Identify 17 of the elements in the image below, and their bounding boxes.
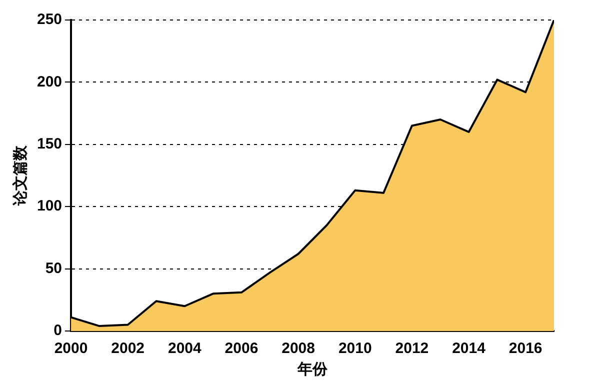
x-tick-label: 2016 xyxy=(508,340,542,358)
x-tick-label: 2000 xyxy=(54,340,88,358)
y-tick-label: 150 xyxy=(36,136,62,153)
y-tick-label: 250 xyxy=(36,11,62,28)
y-tick-label: 50 xyxy=(45,260,62,277)
y-tick-label: 200 xyxy=(36,73,62,90)
x-tick-label: 2010 xyxy=(338,340,372,358)
x-tick-label: 2002 xyxy=(111,340,145,358)
y-tick-label: 100 xyxy=(36,198,62,215)
y-tick-label: 0 xyxy=(54,322,62,340)
x-tick-label: 2014 xyxy=(452,340,486,358)
x-tick-label: 2008 xyxy=(282,340,315,358)
x-tick-label: 2012 xyxy=(395,340,429,358)
x-tick-label: 2004 xyxy=(168,340,202,358)
x-axis-title: 年份 xyxy=(296,361,329,378)
y-axis-title: 论文篇数 xyxy=(12,144,30,206)
x-tick-label: 2006 xyxy=(224,340,258,358)
